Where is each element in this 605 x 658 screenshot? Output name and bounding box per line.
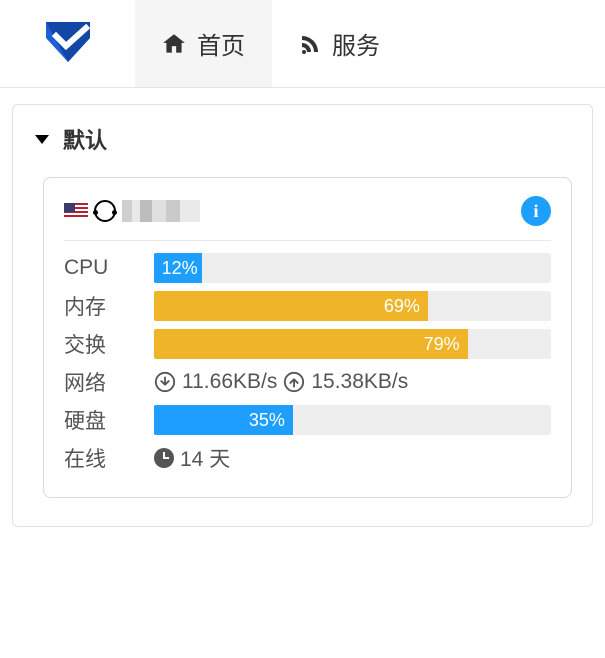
row-mem: 内存 69% bbox=[64, 291, 551, 321]
os-ubuntu-icon bbox=[94, 200, 116, 222]
row-net: 网络 11.66KB/s 15.38KB/s bbox=[64, 367, 551, 397]
label-swap: 交换 bbox=[64, 329, 142, 359]
label-cpu: CPU bbox=[64, 256, 142, 280]
bar-disk-fill: 35% bbox=[154, 405, 293, 435]
server-hostname bbox=[122, 200, 200, 222]
row-uptime: 在线 14 天 bbox=[64, 443, 551, 473]
bar-mem: 69% bbox=[154, 291, 551, 321]
clock-icon bbox=[154, 448, 174, 468]
top-nav: 首页 服务 bbox=[0, 0, 605, 88]
bar-swap: 79% bbox=[154, 329, 551, 359]
group-panel: 默认 i CPU 12% 内存 bbox=[12, 104, 593, 527]
label-uptime: 在线 bbox=[64, 443, 142, 473]
info-button[interactable]: i bbox=[521, 196, 551, 226]
home-icon bbox=[161, 31, 187, 57]
bar-swap-fill: 79% bbox=[154, 329, 468, 359]
main-panel-wrap: 默认 i CPU 12% 内存 bbox=[0, 88, 605, 543]
flag-us-icon bbox=[64, 203, 88, 219]
logo[interactable] bbox=[0, 0, 135, 87]
label-disk: 硬盘 bbox=[64, 405, 142, 435]
row-cpu: CPU 12% bbox=[64, 253, 551, 283]
download-icon bbox=[154, 371, 176, 393]
row-disk: 硬盘 35% bbox=[64, 405, 551, 435]
group-title: 默认 bbox=[63, 123, 107, 155]
bar-disk: 35% bbox=[154, 405, 551, 435]
rss-icon bbox=[298, 32, 322, 56]
nav-services[interactable]: 服务 bbox=[272, 0, 407, 87]
uptime-value: 14 天 bbox=[180, 443, 230, 473]
bar-mem-fill: 69% bbox=[154, 291, 428, 321]
collapse-triangle-icon bbox=[35, 135, 49, 144]
net-up: 15.38KB/s bbox=[311, 370, 408, 394]
label-net: 网络 bbox=[64, 367, 142, 397]
net-values: 11.66KB/s 15.38KB/s bbox=[154, 370, 551, 394]
server-card: i CPU 12% 内存 69% 交换 79% bbox=[43, 177, 572, 498]
server-host bbox=[64, 200, 200, 222]
server-card-header: i bbox=[64, 196, 551, 226]
row-swap: 交换 79% bbox=[64, 329, 551, 359]
label-mem: 内存 bbox=[64, 291, 142, 321]
bar-cpu-fill: 12% bbox=[154, 253, 202, 283]
upload-icon bbox=[283, 371, 305, 393]
nav-services-label: 服务 bbox=[332, 26, 380, 61]
divider bbox=[64, 240, 551, 241]
nav-home[interactable]: 首页 bbox=[135, 0, 272, 87]
uptime-value-wrap: 14 天 bbox=[154, 443, 551, 473]
group-header[interactable]: 默认 bbox=[29, 123, 576, 155]
info-icon: i bbox=[533, 201, 538, 222]
bar-cpu: 12% bbox=[154, 253, 551, 283]
net-down: 11.66KB/s bbox=[182, 370, 277, 394]
nav-home-label: 首页 bbox=[197, 26, 245, 61]
